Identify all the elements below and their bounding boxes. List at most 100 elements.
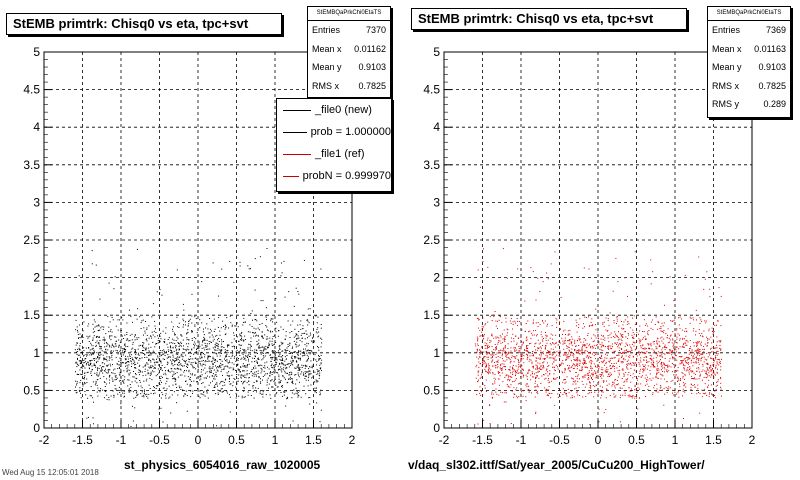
data-point [95,344,97,346]
data-point [215,345,217,347]
data-point [695,334,696,336]
data-point [206,371,208,373]
data-point [75,380,77,382]
data-point [617,354,619,356]
data-point [307,356,309,358]
data-point [621,356,623,358]
data-point [581,353,583,355]
data-point [101,367,103,369]
data-point [211,375,213,377]
data-point [153,359,155,361]
data-point [652,362,654,364]
data-point [129,354,131,356]
data-point [232,352,234,354]
data-point [279,353,281,355]
data-point [571,348,573,350]
data-point [80,392,81,394]
data-point [544,378,546,380]
data-point [146,347,148,349]
data-point [560,392,562,393]
data-point [571,338,573,340]
data-point [537,326,539,327]
data-point [674,391,676,393]
data-point [505,353,507,355]
data-point [630,350,632,352]
data-point [304,348,306,350]
data-point [160,360,162,362]
data-point [667,328,669,330]
data-point [216,334,218,336]
data-point [123,392,125,394]
data-point [275,297,277,299]
data-point [113,396,115,398]
data-point [689,358,691,360]
data-point [491,397,493,399]
data-point [301,352,303,354]
data-point [218,367,220,369]
data-point [122,361,124,363]
data-point [584,363,586,365]
data-point [537,368,539,369]
data-point [717,320,719,322]
data-point [139,316,141,318]
data-point [267,373,268,375]
data-point [246,373,248,375]
data-point [198,350,200,352]
data-point [254,289,256,291]
data-point [313,321,315,323]
data-point [265,338,267,340]
data-point [658,344,660,346]
data-point [292,364,294,366]
data-point [602,335,604,337]
data-point [166,388,168,390]
data-point [516,387,518,389]
data-point [118,386,120,388]
data-point [233,345,235,347]
data-point [313,381,315,383]
data-point [316,332,318,334]
data-point [673,348,675,350]
data-point [76,353,78,355]
data-point [660,385,662,387]
data-point [157,342,159,344]
data-point [145,349,147,351]
data-point [200,378,202,380]
data-point [184,393,186,395]
data-point [110,339,112,341]
data-point [681,329,683,331]
data-point [170,412,172,414]
data-point [96,391,98,393]
data-point [572,377,574,379]
data-point [252,357,254,359]
data-point [120,349,122,351]
data-point [242,370,244,372]
data-point [540,365,542,367]
data-point [698,358,700,360]
data-point [484,368,486,370]
data-point [154,325,156,327]
data-point [237,359,239,361]
data-point [113,346,115,348]
data-point [190,396,192,398]
data-point [610,347,612,349]
data-point [516,349,518,351]
data-point [258,377,260,379]
data-point [285,378,286,380]
data-point [653,387,655,389]
data-point [212,367,214,369]
data-point [494,382,496,384]
data-point [109,369,111,371]
data-point [321,370,322,372]
data-point [698,329,700,331]
data-point [199,362,201,364]
data-point [571,366,573,368]
data-point [663,378,665,380]
data-point [631,352,633,354]
data-point [545,337,547,339]
data-point [232,367,234,369]
data-point [628,356,630,358]
data-point [678,348,680,350]
data-point [101,326,103,328]
data-point [111,354,113,356]
data-point [716,372,718,374]
